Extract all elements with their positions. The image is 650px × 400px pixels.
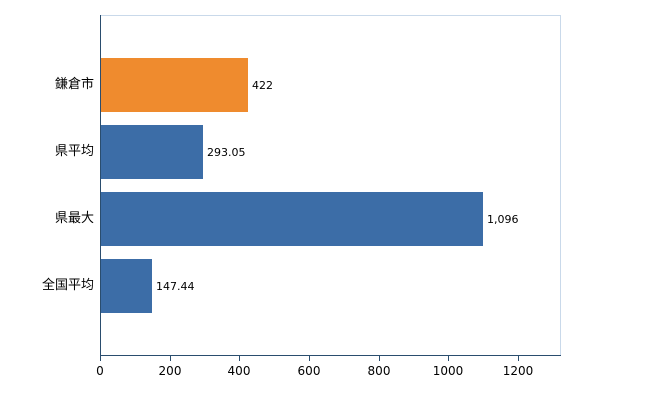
x-axis-line [100, 355, 561, 356]
x-tick-label-1: 200 [158, 364, 182, 378]
x-tick-label-6: 1200 [502, 364, 534, 378]
x-tick-mark-4 [379, 356, 380, 361]
x-tick-label-0: 0 [96, 364, 104, 378]
x-tick-mark-5 [448, 356, 449, 361]
y-axis-line [100, 15, 101, 356]
bar-0 [101, 58, 248, 112]
x-tick-mark-0 [100, 356, 101, 361]
category-label-2: 県最大 [54, 211, 94, 226]
plot-border-right [560, 15, 561, 356]
plot-border-top [100, 15, 561, 16]
x-tick-label-5: 1000 [432, 364, 464, 378]
x-tick-mark-2 [239, 356, 240, 361]
x-tick-label-2: 400 [227, 364, 251, 378]
category-label-1: 県平均 [54, 144, 94, 159]
category-label-0: 鎌倉市 [54, 77, 94, 92]
value-label-1: 293.05 [207, 146, 246, 159]
x-tick-label-4: 800 [367, 364, 391, 378]
x-tick-mark-6 [518, 356, 519, 361]
bar-3 [101, 259, 152, 313]
bar-1 [101, 125, 203, 179]
value-label-0: 422 [252, 79, 273, 92]
x-tick-mark-3 [309, 356, 310, 361]
value-label-3: 147.44 [156, 280, 195, 293]
x-tick-label-3: 600 [297, 364, 321, 378]
value-label-2: 1,096 [487, 213, 519, 226]
category-label-3: 全国平均 [41, 278, 94, 293]
bar-2 [101, 192, 483, 246]
x-tick-mark-1 [170, 356, 171, 361]
